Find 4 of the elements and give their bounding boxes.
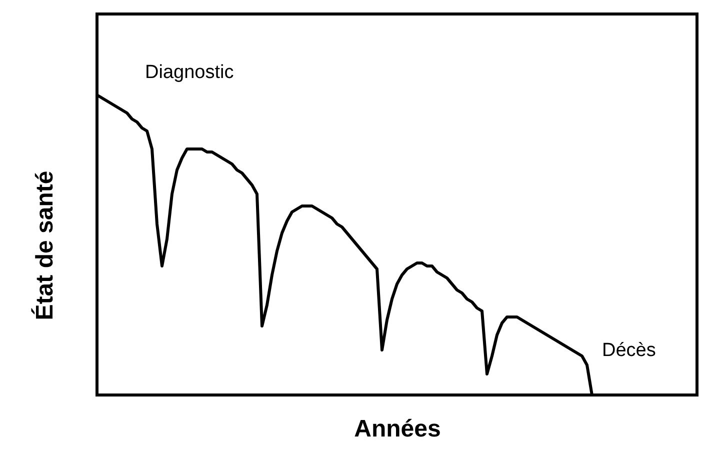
annotation: Décès (602, 340, 656, 361)
x-axis-title: Années (354, 416, 441, 442)
y-axis-title: État de santé (30, 170, 58, 320)
text: Diagnostic (145, 62, 234, 83)
